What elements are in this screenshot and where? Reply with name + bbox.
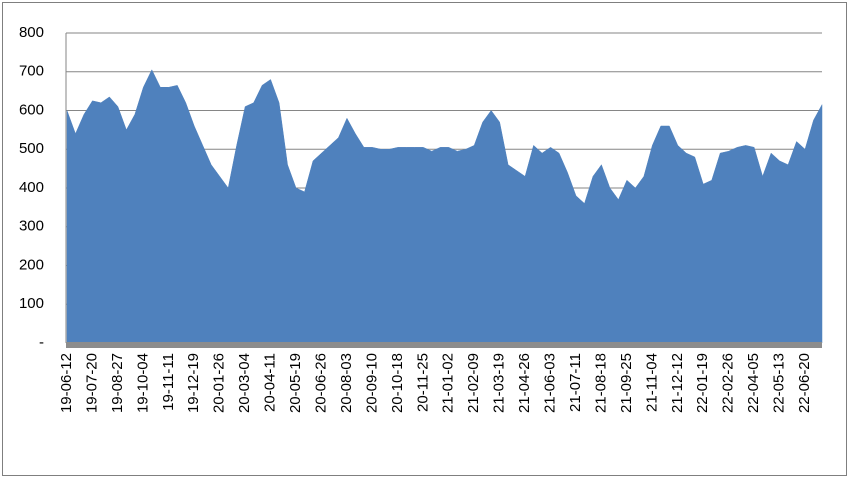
- y-tick-label: -: [39, 334, 44, 351]
- x-tick-label: 21-12-12: [669, 353, 686, 413]
- x-tick-label: 20-06-26: [312, 353, 329, 413]
- x-tick-label: 20-11-25: [414, 353, 431, 412]
- x-tick-label: 20-03-04: [236, 353, 253, 413]
- x-tick-label: 19-11-11: [160, 353, 177, 411]
- x-tick-label: 21-01-02: [440, 353, 457, 413]
- x-tick-label: 22-02-26: [720, 353, 737, 413]
- x-tick-label: 21-09-25: [618, 353, 635, 413]
- x-tick-label: 22-01-19: [694, 353, 711, 413]
- x-tick-label: 20-09-10: [363, 353, 380, 413]
- x-tick-label: 22-04-05: [745, 353, 762, 413]
- x-tick-label: 21-07-11: [567, 353, 584, 412]
- y-tick-label: 400: [19, 179, 44, 196]
- x-tick-label: 19-06-12: [58, 353, 75, 413]
- x-tick-label: 21-03-19: [491, 353, 508, 413]
- y-tick-label: 100: [19, 295, 44, 312]
- x-axis: [66, 342, 822, 348]
- y-tick-label: 800: [19, 24, 44, 41]
- area: [66, 69, 823, 344]
- x-tick-label: 21-04-26: [516, 353, 533, 413]
- x-tick-label: 21-11-04: [643, 353, 660, 412]
- x-tick-label: 19-10-04: [134, 353, 151, 413]
- x-tick-label: 21-08-18: [592, 353, 609, 413]
- x-tick-label: 19-12-19: [185, 353, 202, 413]
- x-tick-label: 21-02-09: [465, 353, 482, 413]
- x-tick-label: 20-05-19: [287, 353, 304, 413]
- y-tick-label: 200: [19, 256, 44, 273]
- x-tick-label: 19-08-27: [109, 353, 126, 413]
- x-tick-label: 20-01-26: [211, 353, 228, 413]
- x-tick-label: 22-05-13: [771, 353, 788, 413]
- y-tick-label: 300: [19, 218, 44, 235]
- x-tick-label: 22-06-20: [796, 353, 813, 413]
- x-tick-label: 20-04-11: [262, 353, 279, 412]
- x-tick-label: 20-10-18: [389, 353, 406, 413]
- x-tick-label: 19-07-20: [83, 353, 100, 413]
- x-tick-label: 21-06-03: [542, 353, 559, 413]
- y-tick-label: 500: [19, 140, 44, 157]
- y-tick-label: 600: [19, 101, 44, 118]
- x-tick-label: 20-08-03: [338, 353, 355, 413]
- y-tick-label: 700: [19, 63, 44, 80]
